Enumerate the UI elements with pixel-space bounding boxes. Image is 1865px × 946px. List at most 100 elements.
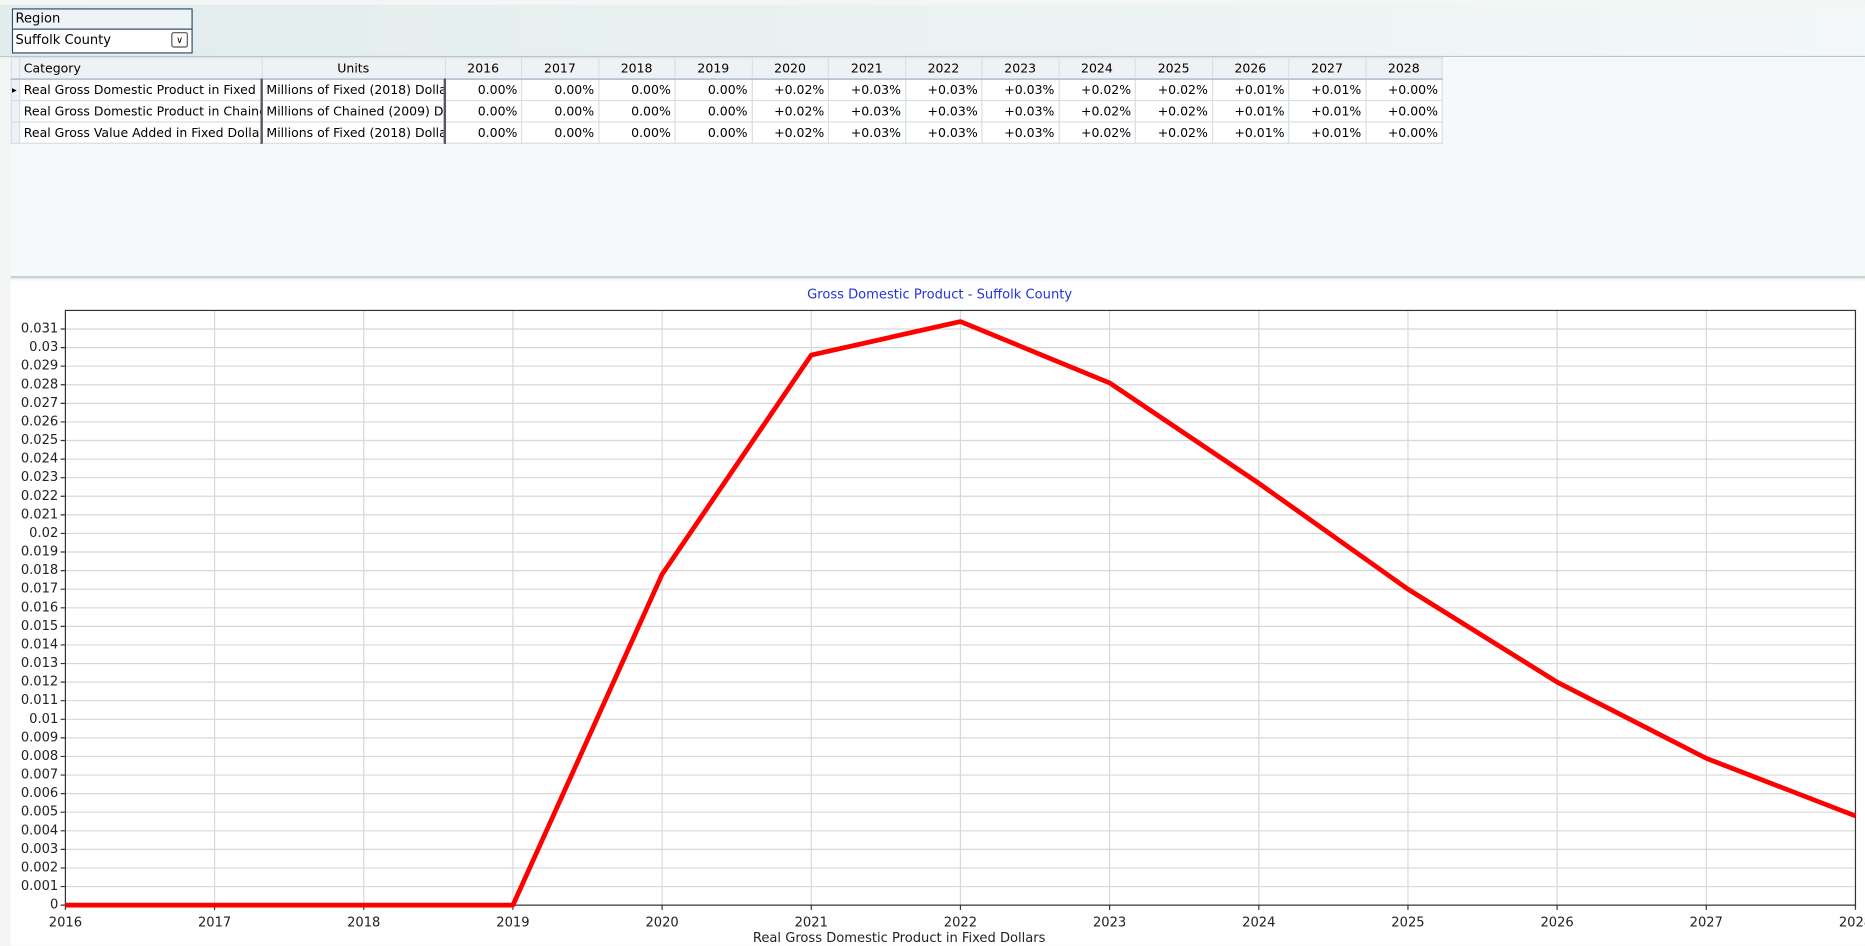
column-header: Units bbox=[261, 57, 446, 80]
column-header: 2026 bbox=[1211, 57, 1290, 80]
table-cell: +0.02% bbox=[751, 121, 830, 144]
column-header: 2022 bbox=[904, 57, 983, 80]
table-cell: +0.00% bbox=[1364, 78, 1443, 102]
column-header: 2017 bbox=[520, 57, 599, 80]
x-tick-label: 2021 bbox=[795, 915, 828, 930]
row-indicator bbox=[10, 57, 21, 80]
y-tick-label: 0.025 bbox=[21, 433, 58, 448]
table-cell: 0.00% bbox=[674, 99, 753, 123]
header-row: Category Units 2016 2017 2018 2019 2020 2021 202… bbox=[10, 57, 1443, 80]
table-cell: Millions of Chained (2009) Dolla bbox=[261, 99, 447, 123]
table-cell: Millions of Fixed (2018) Dollars bbox=[261, 78, 447, 102]
table-cell: 0.00% bbox=[520, 99, 599, 123]
y-tick-label: 0.007 bbox=[21, 768, 58, 783]
table-cell: +0.03% bbox=[827, 99, 906, 123]
table-cell: +0.00% bbox=[1364, 121, 1443, 144]
y-tick-label: 0.027 bbox=[21, 396, 58, 411]
x-tick-label: 2017 bbox=[198, 915, 231, 930]
table-cell: +0.02% bbox=[751, 78, 830, 102]
y-tick-label: 0.03 bbox=[29, 340, 58, 355]
table-cell: +0.01% bbox=[1211, 99, 1290, 123]
x-tick-label: 2023 bbox=[1093, 915, 1126, 930]
column-header: 2020 bbox=[751, 57, 830, 80]
y-tick-label: 0.006 bbox=[21, 786, 58, 801]
table-cell: +0.03% bbox=[904, 121, 983, 144]
table-cell: 0.00% bbox=[520, 121, 599, 144]
y-tick-label: 0.029 bbox=[21, 359, 58, 374]
table-row: Real Gross Value Added in Fixed Dollars M… bbox=[10, 121, 1443, 144]
x-tick-label: 2025 bbox=[1391, 915, 1424, 930]
toolbar: Region Suffolk County ∨ bbox=[0, 4, 1865, 58]
column-header: 2027 bbox=[1288, 57, 1367, 80]
column-header: 2018 bbox=[597, 57, 676, 80]
table-cell: Millions of Fixed (2018) Dollars bbox=[261, 121, 447, 144]
column-header: 2016 bbox=[444, 57, 523, 80]
y-tick-label: 0.028 bbox=[21, 377, 58, 392]
table-cell: +0.03% bbox=[981, 99, 1060, 123]
y-tick-label: 0.021 bbox=[21, 507, 58, 522]
y-tick-label: 0.031 bbox=[21, 322, 58, 337]
table-cell: 0.00% bbox=[444, 99, 523, 123]
table-cell: +0.01% bbox=[1288, 99, 1367, 123]
table-cell: +0.03% bbox=[904, 99, 983, 123]
row-indicator bbox=[10, 121, 21, 144]
table-cell: +0.03% bbox=[981, 121, 1060, 144]
x-tick-label: 2020 bbox=[645, 915, 678, 930]
y-tick-label: 0.02 bbox=[29, 526, 58, 541]
y-tick-label: 0.013 bbox=[21, 656, 58, 671]
table-cell: 0.00% bbox=[444, 121, 523, 144]
column-header: 2023 bbox=[981, 57, 1060, 80]
row-indicator: ▸ bbox=[10, 78, 21, 102]
x-tick-label: 2026 bbox=[1540, 915, 1573, 930]
table-cell: +0.01% bbox=[1288, 78, 1367, 102]
table-cell: +0.02% bbox=[1134, 78, 1213, 102]
table: Category Units 2016 2017 2018 2019 2020 2021 202… bbox=[10, 57, 1443, 144]
row-indicator bbox=[10, 99, 21, 123]
table-cell: 0.00% bbox=[520, 78, 599, 102]
table-cell: 0.00% bbox=[597, 121, 676, 144]
region-filter[interactable]: Region Suffolk County ∨ bbox=[11, 8, 193, 54]
table-cell: +0.02% bbox=[751, 99, 830, 123]
data-line bbox=[65, 319, 1857, 908]
y-tick-label: 0.001 bbox=[21, 879, 58, 894]
x-axis-title: Real Gross Domestic Product in Fixed Dol… bbox=[753, 931, 1046, 946]
column-header: 2025 bbox=[1134, 57, 1213, 80]
table-cell: +0.03% bbox=[904, 78, 983, 102]
table-cell: +0.01% bbox=[1211, 121, 1290, 144]
chart-panel: Gross Domestic Product - Suffolk County … bbox=[10, 280, 1865, 946]
y-tick-label: 0.005 bbox=[21, 805, 58, 820]
chart-title: Gross Domestic Product - Suffolk County bbox=[807, 287, 1072, 302]
table-cell: +0.02% bbox=[1057, 99, 1136, 123]
y-tick-label: 0.008 bbox=[21, 749, 58, 764]
x-tick-label: 2022 bbox=[944, 915, 977, 930]
table-cell: Real Gross Domestic Product in Fixed Dol bbox=[19, 78, 263, 102]
table-cell: 0.00% bbox=[597, 99, 676, 123]
data-grid: Category Units 2016 2017 2018 2019 2020 2021 202… bbox=[10, 57, 1865, 279]
x-tick-label: 2016 bbox=[49, 915, 82, 930]
table-cell: +0.03% bbox=[981, 78, 1060, 102]
table-cell: +0.01% bbox=[1288, 121, 1367, 144]
x-tick-label: 2019 bbox=[496, 915, 529, 930]
filter-value-text: Suffolk County bbox=[15, 32, 112, 48]
y-tick-label: 0.004 bbox=[21, 823, 58, 838]
table-cell: +0.00% bbox=[1364, 99, 1443, 123]
y-tick-label: 0.026 bbox=[21, 414, 58, 429]
y-tick-label: 0.022 bbox=[21, 489, 58, 504]
table-row: ▸ Real Gross Domestic Product in Fixed Do… bbox=[10, 78, 1443, 102]
table-cell: +0.02% bbox=[1134, 99, 1213, 123]
filter-value[interactable]: Suffolk County ∨ bbox=[13, 30, 191, 51]
y-tick-label: 0.023 bbox=[21, 470, 58, 485]
table-cell: +0.02% bbox=[1057, 78, 1136, 102]
table-cell: Real Gross Domestic Product in Chained [ bbox=[19, 99, 263, 123]
chart: Gross Domestic Product - Suffolk County … bbox=[21, 287, 1865, 946]
y-tick-label: 0.003 bbox=[21, 842, 58, 857]
plot-frame bbox=[64, 309, 1857, 906]
y-tick-label: 0.018 bbox=[21, 563, 58, 578]
y-tick-label: 0.017 bbox=[21, 582, 58, 597]
y-tick-label: 0.019 bbox=[21, 545, 58, 560]
column-header: 2019 bbox=[674, 57, 753, 80]
column-header: 2028 bbox=[1364, 57, 1443, 80]
dropdown-button[interactable]: ∨ bbox=[171, 32, 188, 48]
table-cell: +0.01% bbox=[1211, 78, 1290, 102]
